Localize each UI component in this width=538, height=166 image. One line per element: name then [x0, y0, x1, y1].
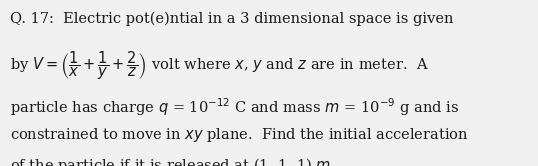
Text: constrained to move in $xy$ plane.  Find the initial acceleration: constrained to move in $xy$ plane. Find …	[10, 126, 469, 144]
Text: particle has charge $q$ = 10$^{-12}$ C and mass $m$ = 10$^{-9}$ g and is: particle has charge $q$ = 10$^{-12}$ C a…	[10, 96, 459, 118]
Text: Q. 17:  Electric pot(e)ntial in a 3 dimensional space is given: Q. 17: Electric pot(e)ntial in a 3 dimen…	[10, 12, 453, 26]
Text: of the particle if it is released at (1, 1, 1) $m$.: of the particle if it is released at (1,…	[10, 156, 335, 166]
Text: by $V = \left(\dfrac{1}{x} + \dfrac{1}{y} + \dfrac{2}{z}\right)$ volt where $x$,: by $V = \left(\dfrac{1}{x} + \dfrac{1}{y…	[10, 50, 428, 82]
